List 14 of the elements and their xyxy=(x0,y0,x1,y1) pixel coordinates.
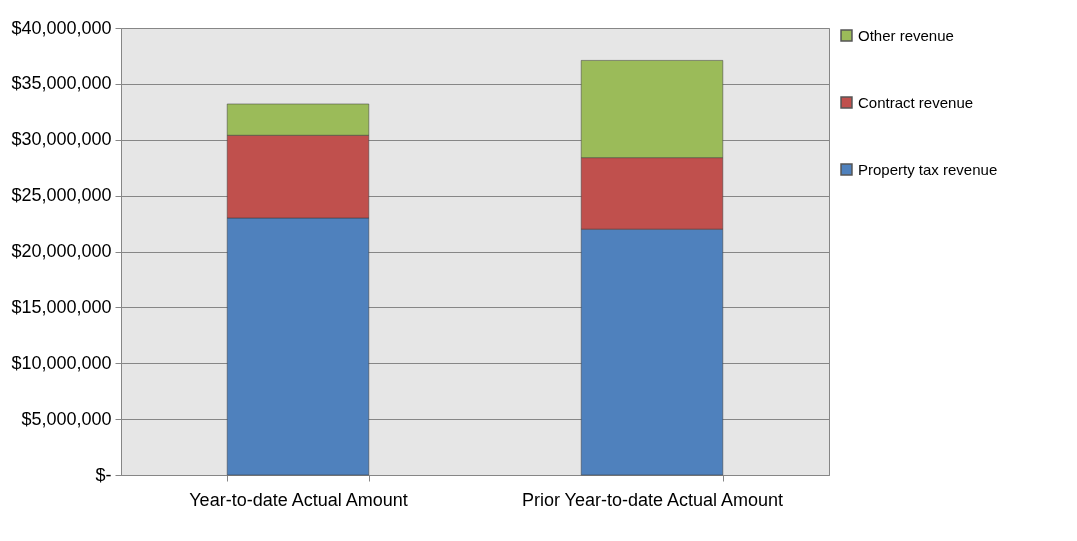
legend-label: Property tax revenue xyxy=(858,160,998,178)
y-tick-label: $- xyxy=(95,464,112,485)
y-tick-label: $35,000,000 xyxy=(11,73,112,94)
y-tick-label: $10,000,000 xyxy=(11,352,112,373)
y-tick-label: $40,000,000 xyxy=(11,17,112,38)
legend-label: Other revenue xyxy=(858,26,954,44)
y-tick-label: $30,000,000 xyxy=(11,129,112,150)
y-tick-label: $5,000,000 xyxy=(21,408,112,429)
y-tick-label: $15,000,000 xyxy=(11,296,112,317)
y-tick-label: $20,000,000 xyxy=(11,241,112,261)
y-tick-label: $25,000,000 xyxy=(11,185,112,206)
x-tick-label: Prior Year-to-date Actual Amount xyxy=(521,489,784,510)
x-tick-label: Year-to-date Actual Amount xyxy=(189,489,408,510)
legend-label: Contract revenue xyxy=(858,93,974,111)
